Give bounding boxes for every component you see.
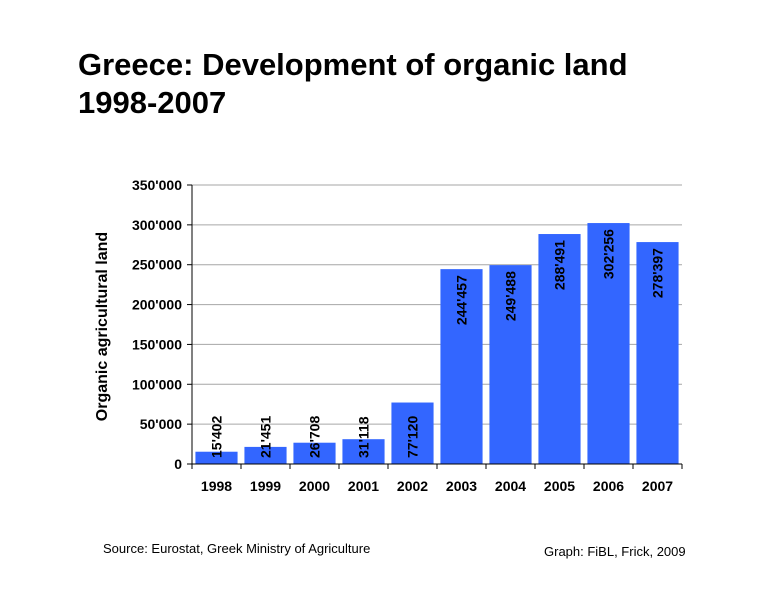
bar-1998 bbox=[195, 451, 238, 464]
chart-title-line-1: Greece: Development of organic land bbox=[78, 47, 628, 82]
bar-value-label: 15'402 bbox=[209, 416, 225, 458]
x-tick-label: 2001 bbox=[348, 478, 379, 494]
y-tick-label: 150'000 bbox=[132, 336, 182, 352]
x-tick-label: 2005 bbox=[544, 478, 575, 494]
y-tick-label: 350'000 bbox=[132, 177, 182, 193]
y-axis-title: Organic agricultural land bbox=[94, 232, 111, 421]
bar-2002 bbox=[391, 402, 434, 464]
x-tick-label: 2002 bbox=[397, 478, 428, 494]
bar-2007 bbox=[636, 242, 679, 464]
y-tick-label: 250'000 bbox=[132, 257, 182, 273]
bar-value-label: 244'457 bbox=[454, 275, 470, 325]
y-tick-label: 0 bbox=[174, 456, 182, 472]
x-tick-label: 2000 bbox=[299, 478, 330, 494]
bar-2003 bbox=[440, 269, 483, 464]
bar-value-label: 31'118 bbox=[356, 416, 372, 458]
x-tick-label: 2003 bbox=[446, 478, 477, 494]
bar-value-label: 77'120 bbox=[405, 416, 421, 458]
bar-value-label: 288'491 bbox=[552, 240, 568, 290]
x-tick-label: 2007 bbox=[642, 478, 673, 494]
x-tick-label: 2006 bbox=[593, 478, 624, 494]
bar-2000 bbox=[293, 442, 336, 464]
source-note: Source: Eurostat, Greek Ministry of Agri… bbox=[103, 541, 371, 556]
x-tick-label: 2004 bbox=[495, 478, 526, 494]
y-tick-label: 300'000 bbox=[132, 217, 182, 233]
y-tick-label: 100'000 bbox=[132, 376, 182, 392]
y-tick-label: 200'000 bbox=[132, 297, 182, 313]
bar-value-label: 249'488 bbox=[503, 271, 519, 321]
bar-2005 bbox=[538, 234, 581, 464]
graph-credit: Graph: FiBL, Frick, 2009 bbox=[544, 544, 686, 559]
y-tick-label: 50'000 bbox=[140, 416, 182, 432]
bar-2001 bbox=[342, 439, 385, 464]
chart-title: Greece: Development of organic land 1998… bbox=[78, 46, 628, 122]
bar-value-label: 302'256 bbox=[601, 229, 617, 279]
bar-2006 bbox=[587, 223, 630, 464]
x-tick-label: 1998 bbox=[201, 478, 232, 494]
bar-2004 bbox=[489, 265, 532, 464]
bar-value-label: 278'397 bbox=[650, 248, 666, 298]
bar-value-label: 21'451 bbox=[258, 416, 274, 458]
bar-1999 bbox=[244, 446, 287, 464]
chart-title-line-2: 1998-2007 bbox=[78, 85, 227, 120]
bar-value-label: 26'708 bbox=[307, 416, 323, 458]
x-tick-label: 1999 bbox=[250, 478, 281, 494]
